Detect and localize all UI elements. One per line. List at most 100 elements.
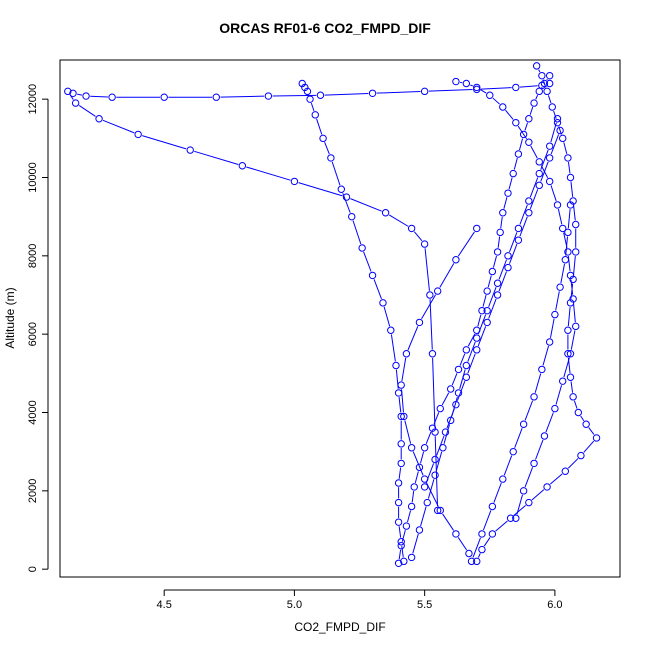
data-point — [558, 134, 567, 143]
y-axis: 0 2000 4000 6000 8000 10000 12000 — [27, 84, 49, 572]
data-point — [558, 377, 567, 385]
data-point — [394, 479, 403, 487]
data-point — [553, 201, 562, 209]
plot-frame — [59, 59, 621, 578]
data-point — [561, 256, 570, 264]
series-segment — [425, 431, 432, 445]
data-point — [512, 514, 520, 522]
data-point — [488, 502, 497, 511]
data-point — [512, 83, 520, 92]
series-segment — [470, 84, 473, 87]
series-segment — [540, 161, 549, 182]
data-point — [564, 248, 572, 256]
series-segment — [78, 105, 96, 117]
data-point — [488, 267, 497, 276]
data-point — [69, 89, 77, 97]
data-point — [499, 475, 507, 483]
series-segment — [517, 125, 527, 140]
data-point — [431, 471, 439, 479]
series-segment — [477, 326, 487, 347]
series-segment — [398, 549, 402, 560]
series-segment — [388, 214, 409, 227]
series-segment — [588, 427, 595, 435]
series-segment — [456, 380, 466, 401]
series-segment — [480, 89, 487, 94]
data-point — [212, 93, 220, 101]
series-segment — [407, 510, 412, 523]
series-segment — [573, 205, 576, 221]
data-point — [566, 350, 575, 358]
series-segment — [498, 271, 507, 292]
series-segment — [441, 392, 450, 406]
data-point — [538, 365, 546, 374]
data-point — [394, 389, 403, 397]
series-segment — [446, 408, 455, 429]
data-point — [566, 299, 575, 307]
chart-title: ORCAS RF01-6 CO2_FMPD_DIF — [219, 20, 431, 36]
series-segment — [493, 482, 502, 503]
data-point — [592, 434, 601, 442]
series-segment — [459, 369, 466, 390]
series-segment — [439, 263, 455, 288]
data-point — [298, 79, 306, 88]
series-segment — [516, 494, 523, 515]
series-segment — [565, 236, 569, 256]
series-segment — [482, 295, 487, 307]
series-segment — [373, 279, 382, 300]
series-segment — [529, 189, 539, 210]
series-segment — [398, 526, 402, 538]
data-point — [402, 522, 411, 530]
data-point — [381, 209, 390, 217]
series-segment — [567, 306, 571, 327]
data-point — [488, 530, 497, 538]
series-layer — [64, 62, 601, 567]
series-segment — [542, 79, 547, 88]
data-point — [407, 553, 416, 562]
series-segment — [404, 420, 412, 444]
data-point — [569, 197, 577, 205]
series-segment — [505, 109, 514, 120]
y-tick-label: 12000 — [27, 84, 39, 115]
data-point — [397, 381, 405, 389]
series-segment — [324, 92, 369, 96]
data-point — [433, 506, 442, 515]
x-tick-label: 5.0 — [287, 599, 302, 611]
data-point — [538, 71, 546, 80]
series-5 — [452, 77, 580, 522]
data-point — [504, 189, 512, 197]
data-point — [569, 295, 577, 303]
series-segment — [524, 122, 528, 131]
series-segment — [472, 537, 481, 558]
series-segment — [407, 326, 419, 351]
series-segment — [538, 69, 541, 73]
data-point — [566, 271, 575, 280]
data-point — [535, 169, 543, 178]
series-segment — [483, 537, 491, 547]
data-point — [519, 487, 528, 495]
data-point — [387, 326, 395, 334]
series-4 — [473, 62, 601, 566]
series-segment — [558, 126, 562, 135]
data-point — [473, 557, 481, 566]
data-point — [397, 440, 405, 448]
y-tick-label: 4000 — [27, 400, 39, 424]
data-point — [452, 530, 460, 538]
series-segment — [529, 177, 539, 198]
data-point — [441, 428, 450, 436]
series-segment — [567, 209, 571, 229]
data-point — [535, 181, 543, 190]
data-point — [572, 220, 580, 229]
series-segment — [331, 161, 341, 186]
series-segment — [434, 436, 439, 507]
series-segment — [480, 87, 512, 90]
series-segment — [519, 138, 524, 151]
data-point — [400, 412, 408, 421]
data-point — [525, 498, 533, 507]
data-point — [499, 103, 507, 111]
series-segment — [401, 389, 404, 413]
data-point — [514, 224, 523, 233]
data-point — [551, 404, 559, 413]
data-point — [553, 118, 562, 127]
series-segment — [316, 118, 323, 135]
